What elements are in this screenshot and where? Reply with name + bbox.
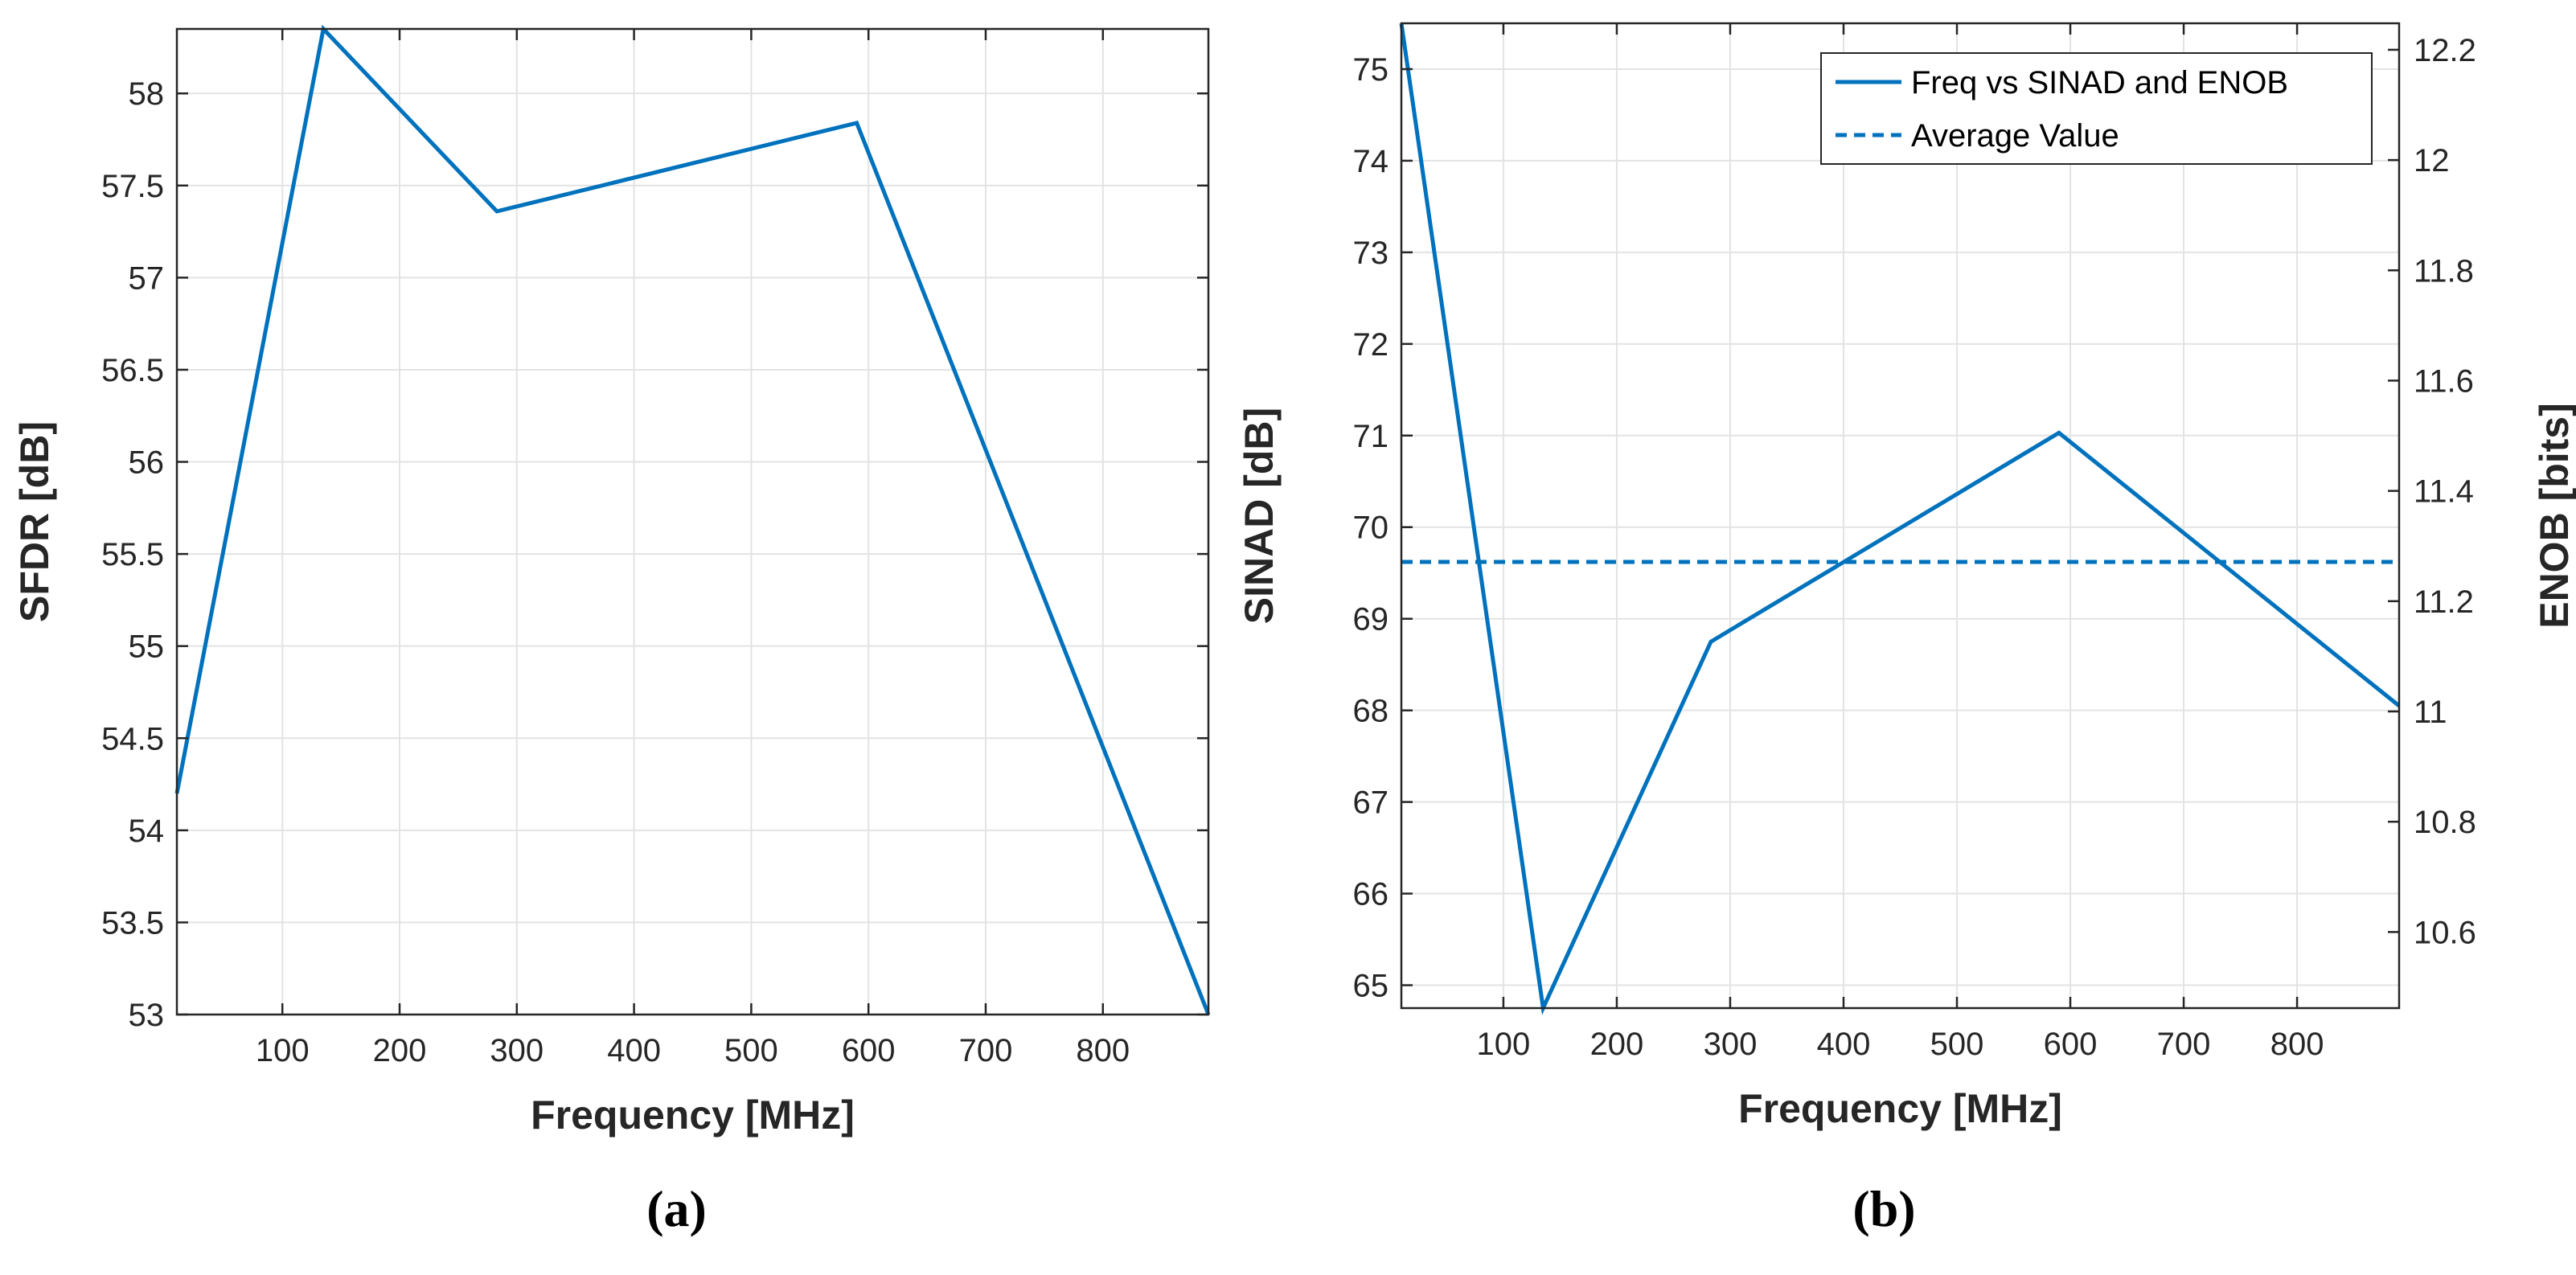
y-tick-label-right: 11.6 — [2414, 363, 2474, 399]
x-tick-label: 600 — [842, 1033, 896, 1068]
y-axis-label-left: SINAD [dB] — [1237, 408, 1282, 624]
x-tick-label: 100 — [1477, 1027, 1531, 1062]
y-tick-label: 57 — [129, 260, 165, 296]
y-tick-label: 65 — [1353, 969, 1389, 1004]
y-tick-label-right: 12 — [2414, 143, 2450, 178]
y-tick-label: 68 — [1353, 694, 1389, 729]
y-tick-label: 67 — [1353, 785, 1389, 821]
y-axis-label-right: ENOB [bits] — [2532, 403, 2576, 629]
y-tick-label: 71 — [1353, 419, 1389, 454]
series-line — [1399, 23, 2401, 1015]
y-tick-label: 75 — [1353, 52, 1389, 88]
y-tick-label-right: 11.2 — [2414, 584, 2474, 620]
x-axis-label: Frequency [MHz] — [1738, 1086, 2062, 1131]
x-tick-label: 500 — [1930, 1027, 1984, 1062]
y-tick-label: 72 — [1353, 327, 1389, 363]
legend-entry-average-value: Average Value — [1911, 118, 2119, 154]
y-tick-label-right: 11.4 — [2414, 474, 2474, 510]
axes-box — [175, 27, 1210, 1016]
x-tick-label: 800 — [1076, 1033, 1130, 1068]
legend-box — [1820, 52, 2373, 165]
y-tick-label: 73 — [1353, 236, 1389, 271]
chart-sinad-enob: 100 200 300 400 500 600 700 800 65 66 67 68 69 70 71 72… — [1237, 22, 2576, 1237]
y-tick-label: 56 — [129, 445, 165, 481]
panel-label-a: (a) — [646, 1180, 707, 1237]
x-tick-label: 400 — [607, 1033, 661, 1068]
x-tick-label: 200 — [373, 1033, 427, 1068]
y-tick-label-right: 12.2 — [2414, 33, 2476, 68]
chart-sfdr: 100 200 300 400 500 600 700 800 53 53.5 54 54.5 55 55… — [12, 24, 1211, 1237]
y-tick-label: 55.5 — [101, 537, 164, 572]
y-tick-label: 66 — [1353, 877, 1389, 912]
axes-box — [1400, 22, 2401, 1010]
x-tick-label: 300 — [1704, 1027, 1758, 1062]
y-tick-label-right: 10.8 — [2414, 805, 2476, 840]
y-tick-label: 70 — [1353, 510, 1389, 546]
panel-label-b: (b) — [1852, 1180, 1915, 1237]
x-tick-label: 800 — [2270, 1027, 2324, 1062]
y-tick-label: 53 — [129, 998, 165, 1033]
y-tick-label: 57.5 — [101, 169, 164, 204]
y-tick-label: 53.5 — [101, 905, 164, 941]
y-tick-label-right: 10.6 — [2414, 915, 2476, 950]
legend-entry-freq-vs-sinad-and-enob: Freq vs SINAD and ENOB — [1911, 65, 2288, 100]
x-tick-label: 600 — [2044, 1027, 2098, 1062]
x-tick-label: 200 — [1590, 1027, 1644, 1062]
y-tick-label-right: 11 — [2414, 695, 2447, 730]
y-tick-label: 54.5 — [101, 721, 164, 756]
series-line — [174, 24, 1211, 1015]
x-tick-label: 700 — [2157, 1027, 2211, 1062]
x-tick-label: 300 — [490, 1033, 544, 1068]
x-tick-label: 700 — [959, 1033, 1013, 1068]
y-tick-label: 74 — [1353, 144, 1389, 179]
y-tick-label: 56.5 — [101, 353, 164, 388]
x-axis-label: Frequency [MHz] — [531, 1093, 855, 1138]
y-tick-label: 58 — [129, 76, 165, 112]
x-tick-label: 400 — [1817, 1027, 1871, 1062]
y-tick-label: 55 — [129, 629, 165, 665]
y-axis-label: SFDR [dB] — [12, 421, 57, 622]
y-tick-label: 54 — [129, 814, 165, 849]
y-tick-label-right: 11.8 — [2414, 253, 2474, 289]
x-tick-label: 100 — [256, 1033, 310, 1068]
x-tick-label: 500 — [724, 1033, 778, 1068]
y-tick-label: 69 — [1353, 602, 1389, 638]
legend: Freq vs SINAD and ENOB Average Value — [1820, 52, 2373, 165]
